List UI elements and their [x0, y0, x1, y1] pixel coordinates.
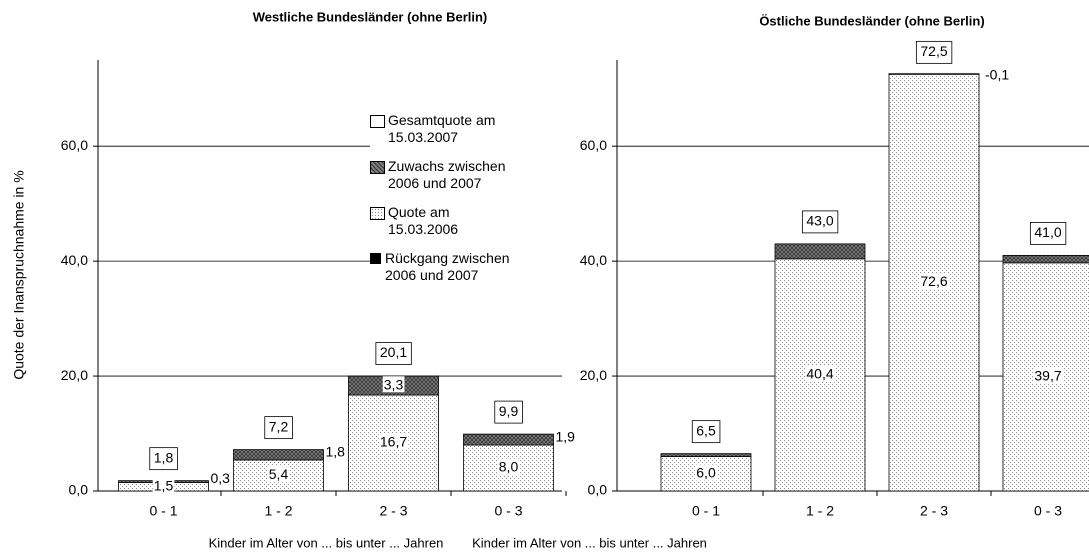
- x-tick-label: 1 - 2: [806, 503, 834, 519]
- label-bg: [152, 477, 175, 494]
- y-tick-label: 60,0: [61, 137, 88, 153]
- y-tick-label: 60,0: [580, 137, 607, 153]
- x-tick-label: 0 - 1: [149, 503, 177, 519]
- total-label: 20,1: [380, 344, 407, 360]
- legend-item: Zuwachs zwischen 2006 und 2007: [370, 158, 565, 192]
- y-tick-label: 0,0: [69, 482, 89, 498]
- x-tick-label: 0 - 3: [494, 503, 522, 519]
- legend-swatch: [370, 207, 385, 220]
- x-axis-label: Kinder im Alter von ... bis unter ... Ja…: [472, 535, 707, 550]
- value-label: 0,3: [211, 470, 231, 486]
- label-bg: [209, 470, 232, 487]
- value-label: 3,3: [384, 376, 404, 392]
- total-marker: [149, 447, 178, 471]
- total-label: 41,0: [1034, 224, 1061, 240]
- chart-title: Westliche Bundesländer (ohne Berlin): [253, 9, 488, 24]
- value-label: 1,5: [154, 478, 174, 494]
- legend-item: Rückgang zwischen 2006 und 2007: [370, 250, 565, 284]
- x-tick-label: 1 - 2: [264, 503, 292, 519]
- bar-segment: [463, 433, 554, 446]
- label-bg: [805, 365, 835, 382]
- y-axis-label: Quote der Inanspruchnahme in %: [11, 170, 27, 379]
- value-label: -0,1: [985, 66, 1009, 82]
- y-tick-label: 40,0: [61, 252, 88, 268]
- label-bg: [497, 458, 520, 475]
- legend-label: Gesamtquote am 15.03.2007: [388, 112, 496, 145]
- label-bg: [382, 376, 405, 393]
- label-bg: [919, 273, 949, 290]
- total-label: 72,5: [920, 43, 947, 59]
- legend-label: Zuwachs zwischen 2006 und 2007: [388, 158, 506, 191]
- value-label: 1,9: [556, 428, 576, 444]
- total-label: 7,2: [269, 418, 289, 434]
- label-bg: [695, 464, 717, 481]
- value-label: 8,0: [499, 459, 519, 475]
- total-marker: [801, 210, 839, 234]
- bar-segment: [1002, 254, 1089, 264]
- bar-segment: [233, 449, 324, 461]
- value-label: 72,6: [920, 273, 947, 289]
- legend-swatch: [370, 161, 385, 174]
- value-label: 16,7: [380, 434, 407, 450]
- legend-item: Gesamtquote am 15.03.2007: [370, 112, 565, 146]
- y-tick-label: 20,0: [580, 367, 607, 383]
- x-axis-label: Kinder im Alter von ... bis unter ... Ja…: [209, 535, 444, 550]
- legend-label: Quote am 15.03.2006: [388, 204, 459, 237]
- x-tick-label: 2 - 3: [379, 503, 407, 519]
- value-label: 40,4: [806, 366, 833, 382]
- label-bg: [324, 443, 347, 460]
- chart-title: Östliche Bundesländer (ohne Berlin): [759, 13, 984, 28]
- x-tick-label: 0 - 1: [692, 503, 720, 519]
- label-bg: [1033, 367, 1063, 384]
- y-tick-label: 40,0: [580, 252, 607, 268]
- total-marker: [1029, 221, 1067, 245]
- legend: Gesamtquote am 15.03.2007 Zuwachs zwische…: [370, 112, 565, 296]
- y-tick-label: 20,0: [61, 367, 88, 383]
- total-marker: [494, 400, 523, 424]
- value-label: 6,0: [696, 464, 716, 480]
- value-label: 39,7: [1034, 368, 1061, 384]
- legend-swatch: [370, 253, 381, 264]
- x-tick-label: 0 - 3: [1034, 503, 1062, 519]
- bar-segment: [660, 453, 752, 457]
- y-tick-label: 0,0: [588, 482, 608, 498]
- bar-segment: [774, 243, 866, 260]
- total-marker: [915, 40, 953, 64]
- label-bg: [554, 428, 577, 445]
- value-label: 1,8: [326, 443, 346, 459]
- total-label: 9,9: [499, 403, 519, 419]
- bar-segment: [888, 73, 980, 75]
- total-label: 6,5: [696, 422, 716, 438]
- x-tick-label: 2 - 3: [920, 503, 948, 519]
- total-marker: [375, 342, 412, 365]
- value-label: 5,4: [269, 466, 289, 482]
- label-bg: [267, 466, 290, 483]
- legend-item: Quote am 15.03.2006: [370, 204, 565, 238]
- total-marker: [691, 420, 721, 444]
- total-marker: [264, 416, 293, 440]
- total-label: 1,8: [154, 449, 174, 465]
- label-bg: [378, 433, 409, 450]
- total-label: 43,0: [806, 213, 833, 229]
- legend-swatch: [370, 115, 385, 128]
- legend-label: Rückgang zwischen 2006 und 2007: [385, 250, 510, 283]
